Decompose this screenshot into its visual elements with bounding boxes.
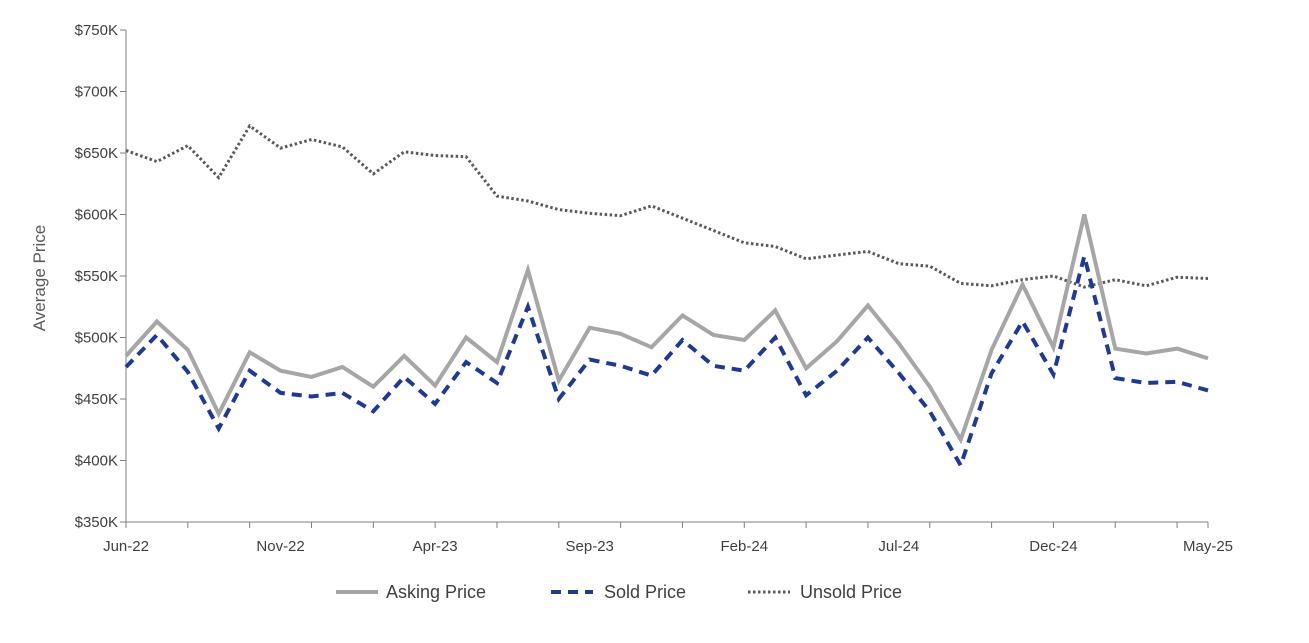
y-tick-label: $350K: [75, 514, 118, 531]
series-line-sold-price: [124, 255, 1209, 471]
x-tick-label: Apr-23: [413, 538, 458, 555]
y-tick-label: $450K: [75, 391, 118, 408]
y-tick-label: $700K: [75, 84, 118, 101]
y-axis-title: Average Price: [30, 225, 49, 331]
x-tick-label: Nov-22: [256, 538, 304, 555]
legend-label: Sold Price: [604, 582, 686, 602]
y-tick-label: $650K: [75, 145, 118, 162]
x-tick-label: Jun-22: [103, 538, 149, 555]
y-tick-label: $550K: [75, 268, 118, 285]
legend-label: Asking Price: [386, 582, 486, 602]
series-line-asking-price: [124, 214, 1209, 445]
x-axis: Jun-22 Nov-22 Apr-23 Sep-23 Feb-24 Jul-24 Dec-…: [103, 521, 1233, 555]
y-tick-label: $600K: [75, 207, 118, 224]
legend-label: Unsold Price: [800, 582, 902, 602]
x-tick-label: Jul-24: [878, 538, 919, 555]
series-line-unsold-price: [125, 123, 1209, 289]
x-tick-label: Sep-23: [566, 538, 614, 555]
y-axis: $350K $400K $450K $500K $550K $600K $650K $700K…: [75, 22, 127, 531]
y-tick-label: $400K: [75, 453, 118, 470]
x-tick-label: Feb-24: [721, 538, 769, 555]
legend-item-unsold-price: Unsold Price: [748, 582, 902, 602]
legend: Asking Price Sold Price Unsold Price: [336, 582, 902, 602]
x-tick-label: Dec-24: [1029, 538, 1077, 555]
y-tick-label: $750K: [75, 22, 118, 39]
series-layer: [124, 123, 1209, 471]
legend-item-sold-price: Sold Price: [551, 582, 686, 602]
legend-item-asking-price: Asking Price: [336, 582, 486, 602]
y-tick-label: $500K: [75, 330, 118, 347]
x-tick-label: May-25: [1183, 538, 1233, 555]
